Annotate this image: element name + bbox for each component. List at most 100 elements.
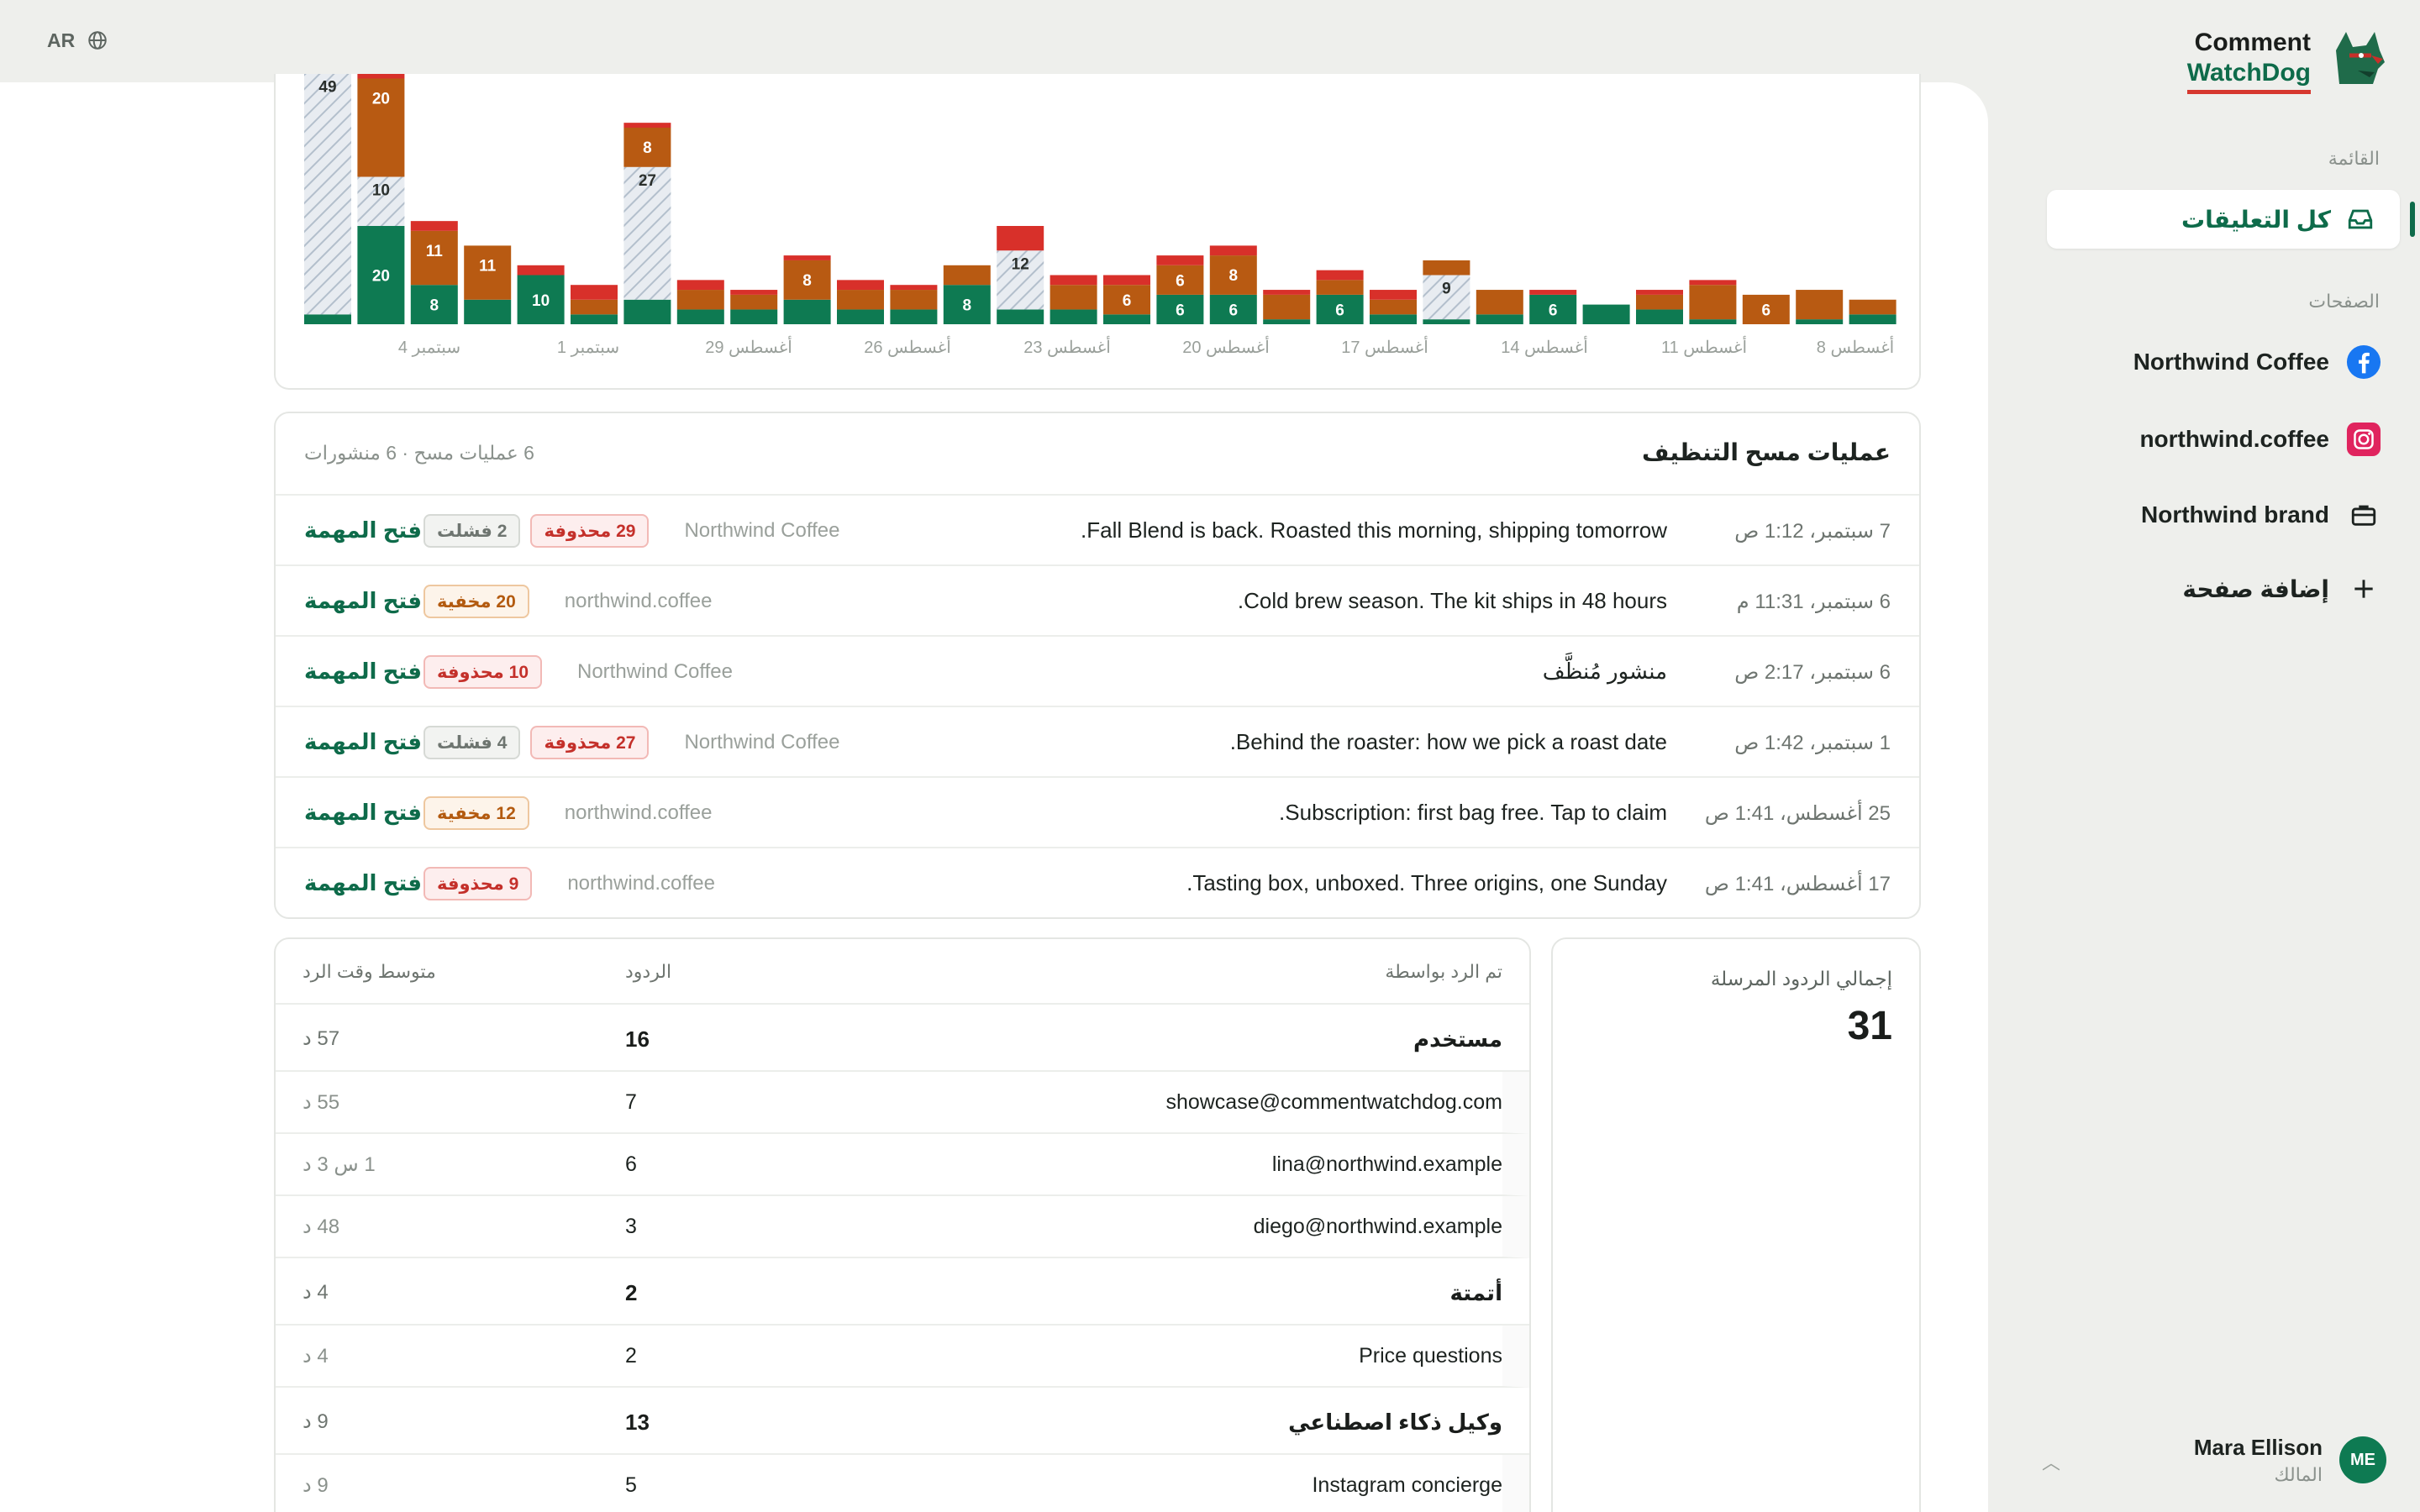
bar-hidden bbox=[304, 74, 351, 315]
bar-failed bbox=[783, 255, 831, 260]
bar-kept bbox=[1689, 319, 1737, 324]
scan-badges: 10 محذوفة Northwind Coffee bbox=[424, 655, 733, 689]
bar-hidden bbox=[1423, 275, 1470, 320]
table-row: 1 سبتمبر، 1:42 ص Behind the roaster: how … bbox=[276, 707, 1919, 778]
bar-data-label: 6 bbox=[1176, 272, 1185, 290]
bar-data-label: 8 bbox=[430, 297, 439, 315]
status-badge: 10 محذوفة bbox=[424, 655, 542, 689]
bar-kept bbox=[623, 299, 671, 324]
bar-failed bbox=[890, 285, 938, 291]
bar-kept bbox=[1423, 319, 1470, 324]
scan-time: 6 سبتمبر، 11:31 م bbox=[1736, 591, 1891, 613]
bar-failed bbox=[1316, 270, 1364, 281]
bar-deleted bbox=[1263, 294, 1311, 320]
avg-reply-time: 55 د bbox=[302, 1091, 340, 1114]
bar-kept bbox=[1796, 319, 1844, 324]
bar-data-label: 49 bbox=[318, 79, 336, 97]
bar-failed bbox=[1209, 245, 1257, 256]
x-tick-label: 14 أغسطس bbox=[1501, 335, 1588, 357]
nav-page-brand[interactable]: Northwind brand bbox=[2141, 494, 2381, 536]
sidebar: Comment WatchDog القائمة كل التعليقات ال… bbox=[2017, 0, 2420, 1512]
bar-kept bbox=[1636, 309, 1683, 324]
bar-data-label: 10 bbox=[372, 182, 390, 200]
reply-count: 2 bbox=[625, 1280, 638, 1305]
scan-time: 7 سبتمبر، 1:12 ص bbox=[1734, 520, 1891, 543]
bar-data-label: 27 bbox=[639, 172, 656, 190]
bar-kept bbox=[1263, 319, 1311, 324]
brand-logo[interactable]: Comment WatchDog bbox=[2186, 25, 2395, 96]
bar-data-label: 6 bbox=[1123, 292, 1132, 310]
bar-deleted bbox=[1476, 290, 1523, 315]
bar-kept bbox=[1156, 294, 1204, 324]
bar-deleted bbox=[1796, 290, 1844, 320]
nav-page-facebook[interactable]: Northwind Coffee bbox=[2133, 341, 2381, 383]
avg-reply-time: 9 د bbox=[302, 1474, 329, 1497]
bar-deleted bbox=[676, 290, 724, 310]
scan-badges: 2 فشلت 29 محذوفة Northwind Coffee bbox=[424, 514, 839, 548]
open-task-link[interactable]: فتح المهمة bbox=[304, 870, 423, 895]
bar-kept bbox=[357, 226, 405, 324]
reply-count: 2 bbox=[625, 1344, 637, 1368]
post-title: منشور مُنظَّف bbox=[1542, 659, 1667, 684]
bar-hidden bbox=[623, 166, 671, 300]
total-replies-card: إجمالي الردود المرسلة 31 bbox=[1551, 937, 1921, 1512]
bar-kept bbox=[1849, 314, 1897, 324]
open-task-link[interactable]: فتح المهمة bbox=[304, 800, 423, 825]
table-row: 17 أغسطس، 1:41 ص Tasting box, unboxed. Th… bbox=[276, 848, 1919, 919]
bar-hidden bbox=[357, 176, 405, 226]
bar-deleted bbox=[837, 290, 884, 310]
user-menu[interactable]: ME Mara Ellison المالك ︿ bbox=[2033, 1428, 2386, 1492]
bar-deleted bbox=[410, 230, 458, 286]
bar-failed bbox=[1689, 280, 1737, 286]
bar-kept bbox=[997, 309, 1044, 324]
pages-section-label: الصفحات bbox=[2308, 291, 2380, 312]
reply-count: 5 bbox=[625, 1473, 637, 1497]
bar-data-label: 10 bbox=[532, 292, 550, 310]
activity-chart-card: 49 20 10 20 8 11 11 10 27 8 8 8 12 6 6 6 6 8 6 9 6 6 4 سبتمبر 1… bbox=[274, 74, 1921, 390]
bar-kept bbox=[1050, 309, 1097, 324]
open-task-link[interactable]: فتح المهمة bbox=[304, 729, 423, 754]
bar-deleted bbox=[1316, 280, 1364, 295]
activity-chart: 49 20 10 20 8 11 11 10 27 8 8 8 12 6 6 6 6 8 6 9 6 6 4 سبتمبر 1… bbox=[304, 74, 1897, 357]
bar-kept bbox=[1529, 294, 1577, 324]
main-panel: 49 20 10 20 8 11 11 10 27 8 8 8 12 6 6 6 6 8 6 9 6 6 4 سبتمبر 1… bbox=[0, 74, 1988, 1512]
bar-failed bbox=[997, 226, 1044, 251]
x-tick-label: 20 أغسطس bbox=[1182, 335, 1270, 357]
bar-data-label: 8 bbox=[963, 297, 972, 315]
language-switch[interactable]: AR bbox=[47, 25, 108, 55]
table-row: 25 أغسطس، 1:41 ص Subscription: first bag … bbox=[276, 778, 1919, 848]
bar-failed bbox=[357, 74, 405, 79]
bar-deleted bbox=[783, 260, 831, 300]
replies-group-row: مستخدم 16 57 د bbox=[276, 1005, 1529, 1072]
open-task-link[interactable]: فتح المهمة bbox=[304, 588, 423, 613]
bar-data-label: 20 bbox=[372, 91, 390, 108]
post-source: Northwind Coffee bbox=[577, 660, 733, 683]
instagram-icon bbox=[2346, 422, 2381, 457]
bar-data-label: 8 bbox=[643, 139, 652, 157]
open-task-link[interactable]: فتح المهمة bbox=[304, 517, 423, 543]
avg-reply-time: 48 د bbox=[302, 1215, 340, 1238]
bar-deleted bbox=[1849, 299, 1897, 315]
bar-deleted bbox=[890, 290, 938, 310]
add-page-button[interactable]: إضافة صفحة bbox=[2182, 568, 2381, 610]
nav-page-instagram[interactable]: northwind.coffee bbox=[2139, 418, 2381, 460]
status-badge: 12 مخفية bbox=[424, 796, 529, 830]
status-badge: 27 محذوفة bbox=[530, 726, 650, 759]
status-badge: 20 مخفية bbox=[424, 585, 529, 618]
nav-page-label: Northwind Coffee bbox=[2133, 349, 2329, 375]
language-code: AR bbox=[47, 29, 76, 51]
menu-section-label: القائمة bbox=[2328, 148, 2380, 169]
x-tick-label: 23 أغسطس bbox=[1023, 335, 1111, 357]
cleanup-scans-summary: 6 عمليات مسح · 6 منشورات bbox=[304, 442, 534, 464]
open-task-link[interactable]: فتح المهمة bbox=[304, 659, 423, 684]
bar-deleted bbox=[464, 245, 512, 300]
bar-deleted bbox=[1423, 260, 1470, 276]
col-replies: الردود bbox=[625, 961, 672, 982]
brand-name-line2: WatchDog bbox=[2186, 58, 2311, 94]
status-badge: 4 فشلت bbox=[424, 726, 521, 759]
bar-kept bbox=[464, 299, 512, 324]
bar-kept bbox=[783, 299, 831, 324]
nav-all-comments[interactable]: كل التعليقات bbox=[2047, 190, 2415, 249]
replied-by: lina@northwind.example bbox=[1271, 1152, 1502, 1176]
bar-failed bbox=[676, 280, 724, 291]
